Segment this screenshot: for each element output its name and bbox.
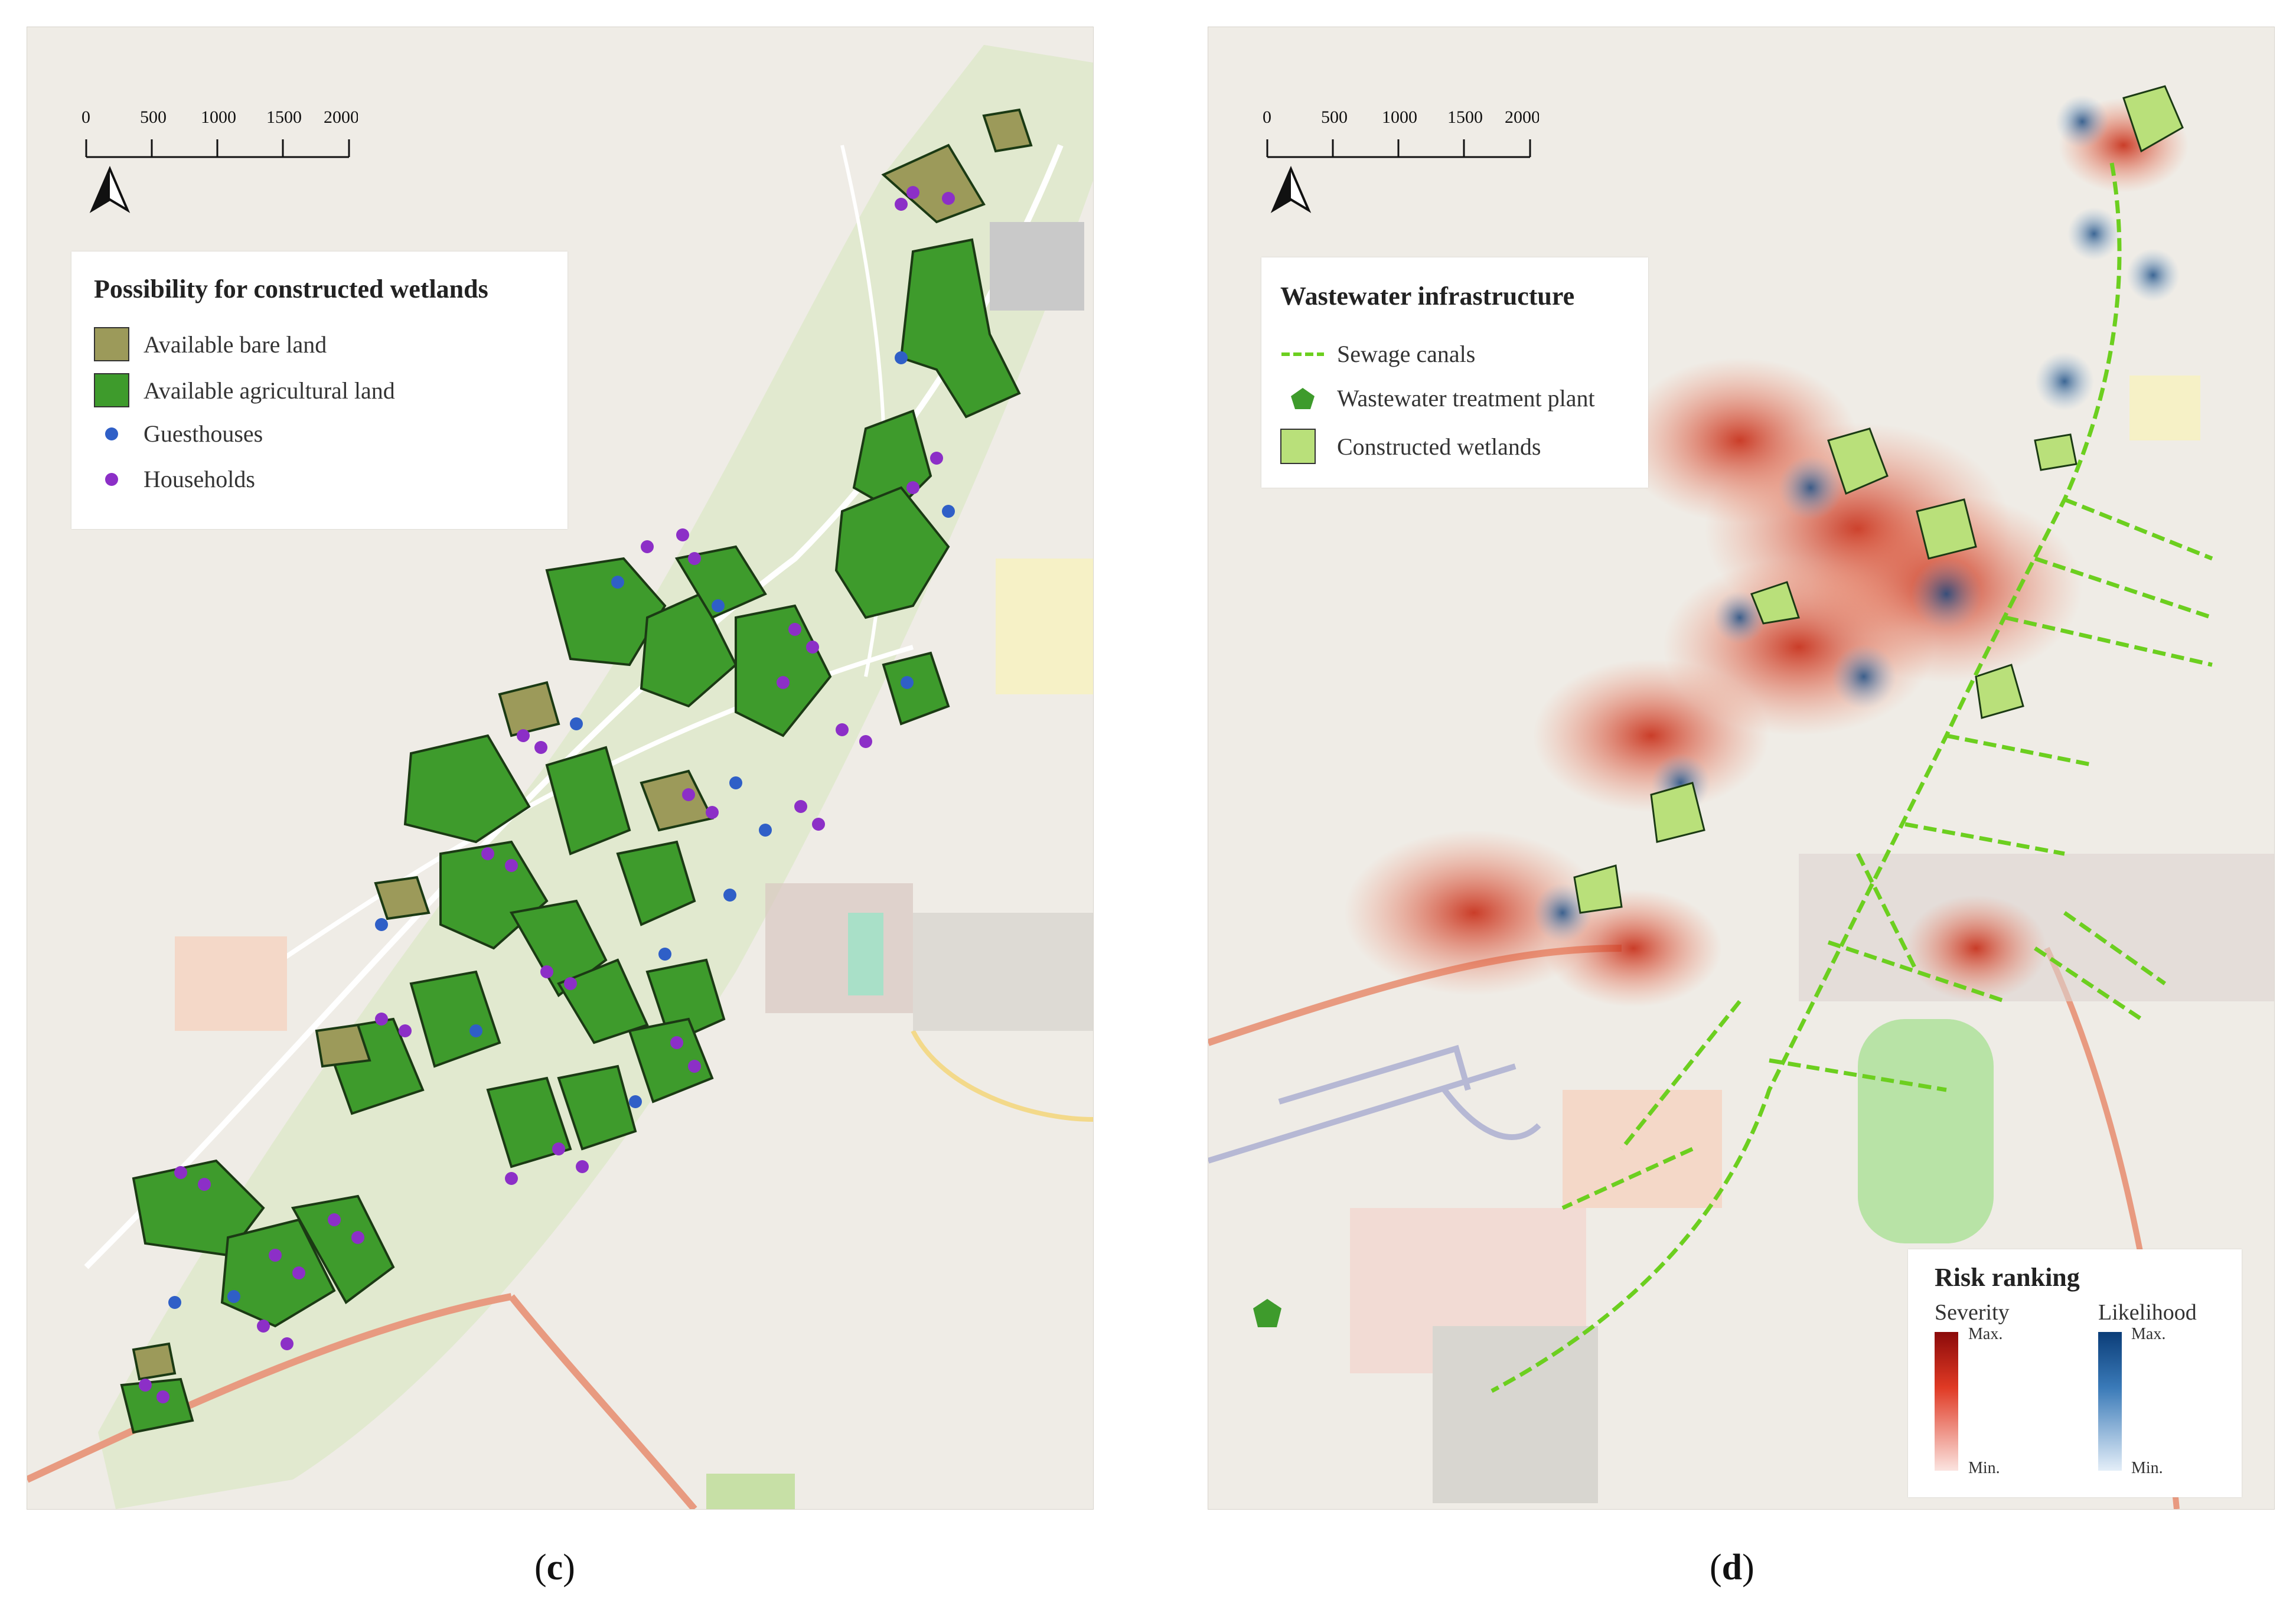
legend-title: Wastewater infrastructure (1280, 282, 1575, 311)
likelihood-label: Likelihood (2098, 1300, 2197, 1325)
legend-item-wetlands: Constructed wetlands (1280, 429, 1541, 464)
legend-label-sewage: Sewage canals (1337, 341, 1476, 367)
scale-tick-500: 500 (1321, 107, 1348, 127)
legend-item-sewage: Sewage canals (1280, 340, 1475, 368)
panel-label-d: (d) (1710, 1547, 1754, 1588)
scale-tick-0: 0 (81, 107, 90, 127)
legend-label-agri-land: Available agricultural land (144, 377, 395, 404)
legend-item-guesthouses: Guesthouses (94, 420, 263, 448)
north-arrow-icon (89, 165, 131, 213)
pentagon-icon (1291, 387, 1315, 409)
legend-wastewater: Wastewater infrastructure Sewage canals … (1261, 257, 1648, 488)
agri-land-swatch (94, 373, 129, 407)
north-arrow-icon (1270, 165, 1312, 213)
legend-item-bare-land: Available bare land (94, 327, 327, 361)
panel-label-c: (c) (534, 1547, 575, 1588)
scale-tick-2000: 2000 m (1505, 107, 1539, 127)
scale-tick-1500: 1500 (1447, 107, 1483, 127)
legend-item-households: Households (94, 465, 255, 493)
likelihood-max: Max. (2131, 1325, 2166, 1343)
legend-label-wwtp: Wastewater treatment plant (1337, 385, 1595, 412)
basemap-c (27, 45, 1093, 1509)
legend-title: Possibility for constructed wetlands (94, 275, 488, 303)
bare-land-swatch (94, 327, 129, 361)
scale-tick-500: 500 (140, 107, 167, 127)
severity-min: Min. (1968, 1459, 2000, 1477)
legend-label-bare-land: Available bare land (144, 331, 327, 358)
legend-label-wetlands: Constructed wetlands (1337, 433, 1541, 460)
household-dot-icon (105, 472, 118, 486)
legend-item-wwtp: Wastewater treatment plant (1280, 384, 1595, 412)
likelihood-min: Min. (2131, 1459, 2163, 1477)
severity-max: Max. (1968, 1325, 2003, 1343)
severity-label: Severity (1935, 1300, 2010, 1325)
legend-risk-ranking: Risk ranking Severity Likelihood Max. Mi… (1908, 1249, 2242, 1497)
severity-gradient (1935, 1332, 1958, 1471)
scale-tick-1000: 1000 (201, 107, 236, 127)
likelihood-gradient (2098, 1332, 2122, 1471)
scale-tick-1500: 1500 (266, 107, 302, 127)
scale-bar-d: 0 500 1000 1500 2000 m (1263, 107, 1539, 158)
legend-item-agri-land: Available agricultural land (94, 373, 395, 407)
scale-tick-2000: 2000 m (324, 107, 358, 127)
sewage-line-icon (1281, 352, 1324, 356)
legend-label-guesthouses: Guesthouses (144, 420, 263, 447)
legend-wetlands: Possibility for constructed wetlands Ava… (71, 252, 568, 529)
scale-tick-0: 0 (1263, 107, 1271, 127)
map-panel-d[interactable]: 0 500 1000 1500 2000 m Wastewater infras… (1208, 27, 2275, 1510)
guesthouse-dot-icon (105, 427, 118, 440)
wetland-swatch (1280, 429, 1316, 464)
scale-bar: 0 500 1000 1500 2000 m (81, 107, 358, 158)
legend-label-households: Households (144, 466, 255, 492)
scale-tick-1000: 1000 (1382, 107, 1417, 127)
risk-title: Risk ranking (1935, 1263, 2080, 1292)
basemap-d (1208, 85, 2274, 1509)
wastewater-treatment-plant-icon[interactable] (1250, 1297, 1285, 1332)
map-panel-c[interactable]: 0 500 1000 1500 2000 m Possibility for c… (27, 27, 1094, 1510)
